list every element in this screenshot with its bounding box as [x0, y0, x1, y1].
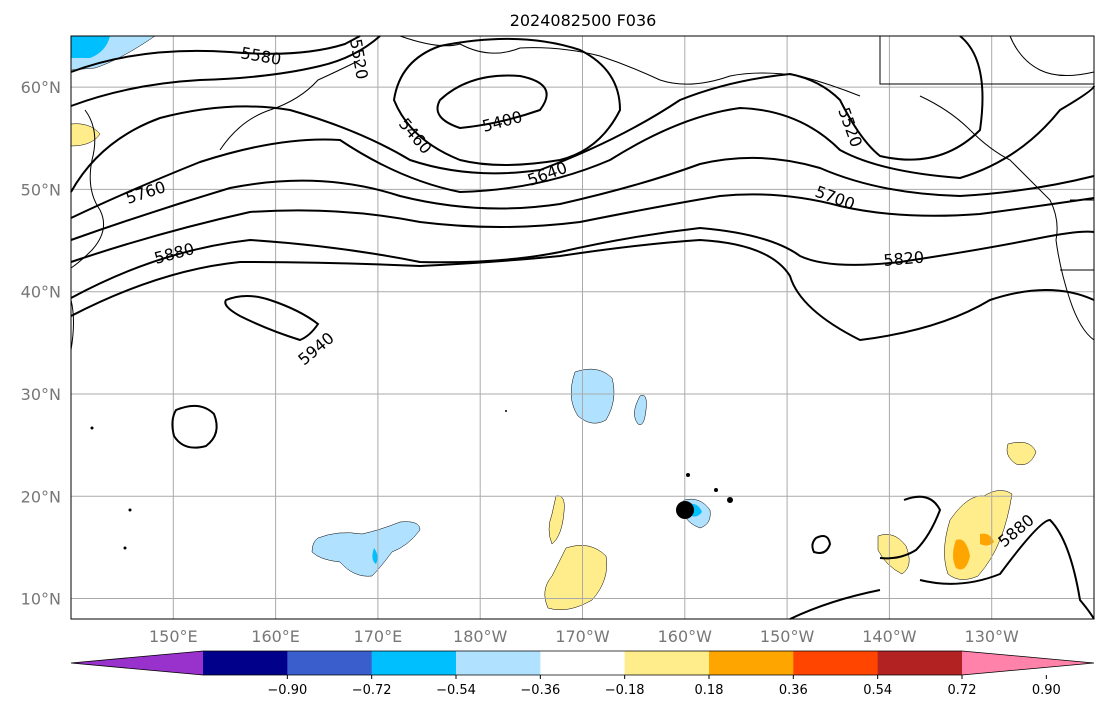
colorbar-label: −0.72 — [352, 683, 392, 698]
colorbar-label: 0.54 — [863, 683, 892, 698]
colorbar-label: −0.90 — [267, 683, 307, 698]
lon-label: 160°W — [658, 627, 713, 646]
lon-label: 140°W — [862, 627, 917, 646]
colorbar-label: −0.18 — [605, 683, 645, 698]
shade-blue-center — [570, 368, 615, 424]
colorbar-label: 0.36 — [779, 683, 808, 698]
shade-yellow-se2 — [877, 534, 910, 575]
shade-blue-center2 — [634, 395, 647, 425]
colorbar-swatch — [540, 651, 626, 675]
colorbar-swatch — [709, 651, 794, 675]
lon-label: 180°W — [453, 627, 508, 646]
colorbar-swatch — [877, 651, 963, 675]
colorbar-swatch — [793, 651, 879, 675]
colorbar-label: −0.54 — [436, 683, 476, 698]
islands — [90, 410, 733, 550]
shade-orange-se2 — [980, 533, 994, 546]
colorbar: −0.90 −0.72 −0.54 −0.36 −0.18 0.18 0.36 0.54 0.7… — [70, 650, 1095, 698]
lon-label: 170°W — [555, 627, 610, 646]
colorbar-swatch — [456, 651, 541, 675]
shade-yellow-east — [1006, 442, 1037, 465]
shade-cyan-sw — [372, 548, 378, 564]
height-contours — [70, 35, 1095, 620]
colorbar-label: 0.18 — [695, 683, 724, 698]
longitude-labels: 150°E 160°E 170°E 180°W 170°W 160°W 150°W 140°W… — [149, 627, 1019, 646]
colorbar-label: −0.36 — [520, 683, 560, 698]
colorbar-swatch — [624, 651, 710, 675]
shade-orange-se — [953, 539, 970, 570]
lat-label: 10°N — [21, 590, 61, 609]
colorbar-label: 0.72 — [948, 683, 977, 698]
lat-label: 50°N — [21, 180, 61, 199]
lat-label: 40°N — [21, 283, 61, 302]
colorbar-swatch — [203, 651, 288, 675]
lat-label: 20°N — [21, 487, 61, 506]
lon-label: 130°W — [965, 627, 1020, 646]
colorbar-extend-low — [71, 651, 203, 675]
shade-yellow-south1 — [548, 495, 565, 545]
lon-label: 160°E — [251, 627, 300, 646]
map-title: 2024082500 F036 — [510, 11, 657, 30]
lon-label: 150°E — [149, 627, 198, 646]
latitude-labels: 10°N 20°N 30°N 40°N 50°N 60°N — [21, 78, 61, 608]
map-panel: 5580 5520 5400 5460 5640 5760 5880 5940 … — [70, 35, 1095, 620]
lon-label: 170°E — [354, 627, 403, 646]
lat-label: 60°N — [21, 78, 61, 97]
shaded-regions — [70, 35, 1037, 610]
lat-label: 30°N — [21, 385, 61, 404]
shade-cyan-nw — [71, 36, 110, 58]
shade-yellow-south2 — [544, 545, 607, 610]
contour-label: 5820 — [883, 248, 925, 270]
graticule — [71, 36, 1094, 619]
colorbar-swatch — [371, 651, 457, 675]
map-frame — [70, 35, 1095, 620]
colorbar-extend-high — [962, 651, 1094, 675]
shade-yellow-w — [70, 123, 101, 147]
colorbar-outline — [70, 650, 1095, 676]
colorbar-label: 0.90 — [1032, 683, 1061, 698]
colorbar-swatch — [287, 651, 373, 675]
shade-blue-sw — [311, 521, 421, 577]
lon-label: 150°W — [760, 627, 815, 646]
